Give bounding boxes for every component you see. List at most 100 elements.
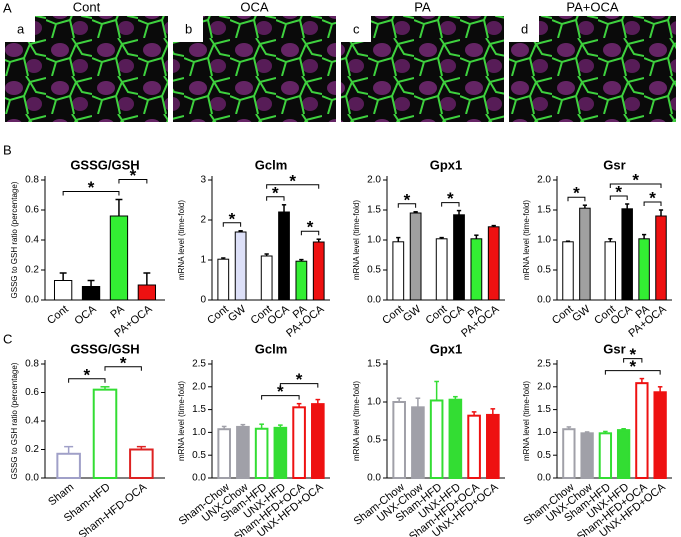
- y-tick-label: 1.0: [367, 397, 381, 408]
- bar: [273, 426, 288, 479]
- y-axis-label: mRNA level (time-fold): [352, 200, 361, 280]
- y-tick-label: 0: [200, 295, 206, 306]
- bar: [604, 241, 617, 301]
- significance-bracket: [604, 370, 661, 375]
- panel-label: C: [3, 331, 12, 346]
- panel-label: B: [3, 142, 12, 157]
- significance-bracket: [266, 196, 285, 201]
- bar: [453, 214, 465, 301]
- x-tick-label: Cont: [45, 303, 71, 327]
- significance-bracket: [567, 196, 586, 202]
- significance-bracket: [222, 222, 242, 227]
- significance-label: *: [277, 382, 284, 401]
- bar: [109, 215, 129, 301]
- image-title: OCA: [240, 0, 269, 14]
- significance-bracket: [118, 179, 148, 184]
- bar: [217, 428, 231, 480]
- bar: [562, 241, 574, 301]
- y-tick-label: 1.5: [192, 404, 206, 415]
- y-tick-label: 1.5: [537, 205, 551, 216]
- y-axis-label: mRNA level (time-fold): [177, 200, 186, 280]
- bar: [311, 403, 325, 479]
- bar: [217, 258, 230, 301]
- bar: [580, 432, 594, 480]
- bar: [392, 401, 406, 479]
- bar: [392, 241, 405, 301]
- y-tick-label: 2: [200, 215, 206, 226]
- x-tick-label: GW: [570, 303, 593, 324]
- y-tick-label: 1.5: [537, 404, 551, 415]
- y-tick-label: 0.0: [25, 473, 39, 484]
- micrographs: a Cont b OCA c PA d PA+OCA: [5, 0, 676, 122]
- y-tick-label: 2.0: [367, 175, 381, 186]
- bar: [435, 238, 448, 301]
- y-tick-label: 1: [200, 255, 206, 266]
- significance-bracket: [266, 184, 320, 189]
- bar: [487, 226, 500, 301]
- significance-label: *: [296, 370, 303, 389]
- y-tick-label: 2.5: [192, 359, 206, 370]
- significance-bracket: [68, 378, 106, 383]
- significance-label: *: [307, 218, 314, 237]
- significance-label: *: [130, 166, 137, 185]
- significance-bracket: [261, 395, 300, 400]
- bar: [129, 448, 154, 479]
- bar: [295, 260, 308, 301]
- y-tick-label: 2.0: [192, 381, 206, 392]
- chart-title: Gsr: [603, 157, 625, 172]
- y-tick-label: 0.0: [367, 295, 381, 306]
- bar: [616, 429, 631, 479]
- bar: [411, 406, 425, 480]
- y-axis-label: mRNA level (time-fold): [522, 381, 531, 461]
- bar: [635, 382, 649, 480]
- image-title: PA+OCA: [566, 0, 618, 14]
- y-tick-label: 0.8: [25, 175, 39, 186]
- y-axis-label: mRNA level (time-fold): [522, 200, 531, 280]
- y-tick-label: 1.0: [367, 235, 381, 246]
- bar: [278, 211, 290, 301]
- significance-label: *: [615, 182, 622, 201]
- significance-label: *: [649, 188, 656, 207]
- bar: [81, 286, 101, 301]
- bar: [579, 207, 591, 301]
- bar: [234, 231, 247, 301]
- y-tick-label: 0.0: [25, 295, 39, 306]
- y-tick-label: 0.4: [25, 416, 39, 427]
- bar: [655, 215, 667, 301]
- significance-label: *: [629, 357, 636, 376]
- y-tick-label: 0.0: [537, 473, 551, 484]
- bar: [53, 280, 73, 301]
- significance-label: *: [84, 365, 91, 384]
- y-tick-label: 0.2: [25, 444, 39, 455]
- chart-title: Gclm: [255, 157, 288, 172]
- x-tick-label: OCA: [73, 303, 100, 328]
- bar: [312, 241, 325, 301]
- y-tick-label: 0.5: [367, 435, 381, 446]
- bar: [621, 208, 633, 301]
- y-tick-label: 0.0: [192, 473, 206, 484]
- chart-title: Gpx1: [430, 157, 463, 172]
- bar: [260, 255, 273, 301]
- bar: [292, 406, 306, 480]
- chart-title: Gpx1: [430, 341, 463, 356]
- bar: [598, 432, 613, 480]
- significance-bracket: [623, 358, 643, 363]
- x-tick-label: GW: [401, 303, 424, 324]
- image-title: Cont: [73, 0, 101, 14]
- image-letter: a: [17, 21, 25, 36]
- y-tick-label: 0.5: [537, 265, 551, 276]
- y-tick-label: 1.0: [537, 427, 551, 438]
- significance-label: *: [573, 184, 580, 203]
- y-tick-label: 0.5: [367, 265, 381, 276]
- y-tick-label: 0.0: [367, 473, 381, 484]
- letter-box: [5, 16, 35, 42]
- chart-title: GSSG/GSH: [70, 341, 139, 356]
- bar: [470, 238, 483, 301]
- image-letter: d: [521, 21, 528, 36]
- y-tick-label: 2.0: [537, 381, 551, 392]
- bar: [137, 284, 157, 301]
- y-tick-label: 0.2: [25, 265, 39, 276]
- bar: [409, 212, 422, 301]
- y-tick-label: 0.4: [25, 235, 39, 246]
